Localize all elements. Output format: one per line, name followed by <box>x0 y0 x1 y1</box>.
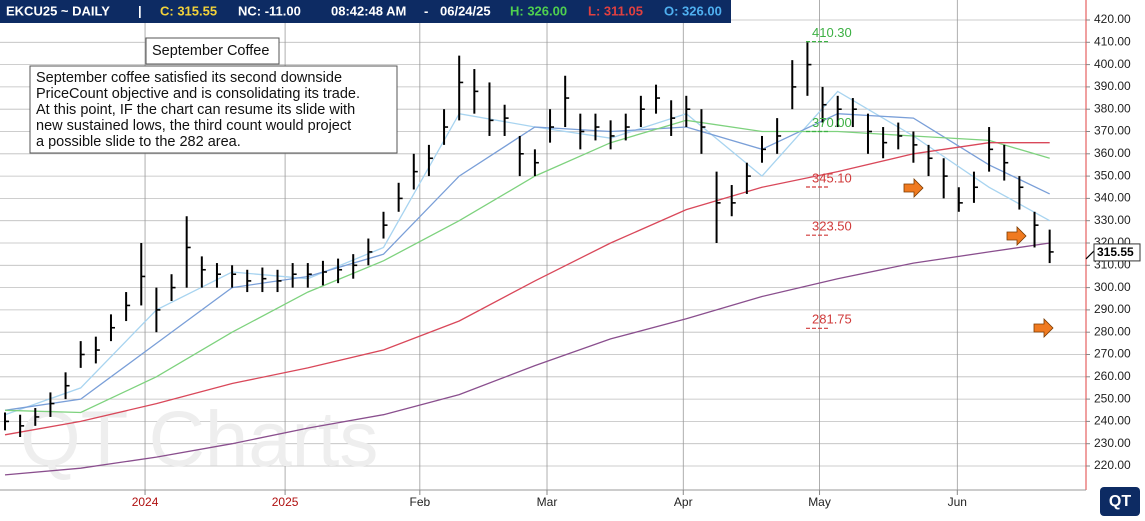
y-axis: 220.00 230.00 240.00 250.00 260.00 270.00 280.… <box>1085 12 1141 472</box>
y-tick-label: 290.00 <box>1094 302 1131 316</box>
y-tick-label: 340.00 <box>1094 191 1131 205</box>
logo <box>1100 487 1140 516</box>
net-change-label: NC: -11.00 <box>238 3 301 18</box>
y-tick-label: 240.00 <box>1094 414 1131 428</box>
y-tick-label: 380.00 <box>1094 101 1131 115</box>
y-tick-label: 270.00 <box>1094 347 1131 361</box>
y-tick-label: 300.00 <box>1094 280 1131 294</box>
x-tick-label: 2025 <box>272 495 299 509</box>
annotation-line: a possible slide to the 282 area. <box>36 134 241 150</box>
y-tick-label: 250.00 <box>1094 391 1131 405</box>
x-tick-label: Apr <box>674 495 693 509</box>
arrow <box>1006 226 1027 246</box>
y-tick-label: 370.00 <box>1094 124 1131 138</box>
chart-title: September Coffee <box>152 43 269 59</box>
last-price-tick <box>1085 250 1095 260</box>
ma-line <box>4 113 1050 411</box>
annotation-line: PriceCount objective and is consolidatin… <box>36 86 360 102</box>
annotation-line: At this point, IF the chart can resume i… <box>36 102 355 118</box>
date: 06/24/25 <box>440 3 491 18</box>
count-levels: 410.30 370.00 345.10 323.50 281.75 <box>806 25 852 329</box>
grid <box>0 0 1086 490</box>
x-tick-label: Feb <box>409 495 430 509</box>
price-bars <box>4 42 1054 438</box>
close: C: 315.55 <box>160 3 217 18</box>
logo-text: QT <box>1109 493 1131 510</box>
level-label: 370.00 <box>812 115 852 130</box>
x-tick-label: Mar <box>537 495 558 509</box>
level-label: 410.30 <box>812 25 852 40</box>
y-tick-label: 400.00 <box>1094 57 1131 71</box>
open: O: 326.00 <box>664 3 722 18</box>
level-label: 281.75 <box>812 312 852 327</box>
low: L: 311.05 <box>588 3 643 18</box>
ma-line <box>4 242 1050 476</box>
x-tick-label: Jun <box>948 495 967 509</box>
y-tick-label: 230.00 <box>1094 436 1131 450</box>
title-box <box>145 37 280 65</box>
separator: - <box>424 3 428 18</box>
header-bar <box>0 0 731 23</box>
level-label: 345.10 <box>812 170 852 185</box>
annotation: September coffee satisfied its second do… <box>36 70 360 150</box>
y-tick-label: 420.00 <box>1094 12 1131 26</box>
annotation-line: September coffee satisfied its second do… <box>36 70 342 86</box>
y-tick-label: 410.00 <box>1094 34 1131 48</box>
last-price-box <box>1093 243 1141 262</box>
x-tick-label: 2024 <box>132 495 159 509</box>
symbol: EKCU25 ~ DAILY <box>6 3 110 18</box>
annotation-line: new sustained lows, the third count woul… <box>36 118 351 134</box>
arrow <box>903 178 924 198</box>
y-tick-label: 260.00 <box>1094 369 1131 383</box>
y-tick-label: 330.00 <box>1094 213 1131 227</box>
y-tick-label: 350.00 <box>1094 168 1131 182</box>
y-tick-label: 360.00 <box>1094 146 1131 160</box>
x-tick-label: May <box>808 495 831 509</box>
y-tick-label: 220.00 <box>1094 458 1131 472</box>
arrow <box>1033 318 1054 338</box>
ma-line <box>4 142 1050 436</box>
x-axis: 2024 2025 Feb Mar Apr May Jun <box>132 490 967 509</box>
y-tick-label: 280.00 <box>1094 324 1131 338</box>
y-tick-label: 390.00 <box>1094 79 1131 93</box>
last-price-label: 315.55 <box>1097 245 1134 259</box>
level-label: 323.50 <box>812 219 852 234</box>
note-box <box>29 65 398 154</box>
separator: | <box>138 3 142 18</box>
high: H: 326.00 <box>510 3 567 18</box>
time: 08:42:48 AM <box>331 3 406 18</box>
